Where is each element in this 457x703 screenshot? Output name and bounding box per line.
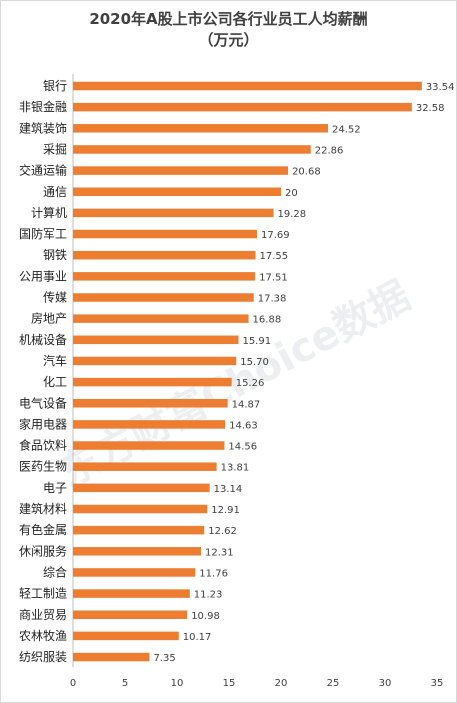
x-tick-label: 0 xyxy=(70,678,76,689)
data-label: 15.26 xyxy=(236,378,265,389)
bar xyxy=(73,145,311,154)
category-label: 非银金融 xyxy=(19,99,67,114)
bar xyxy=(73,335,239,345)
bar xyxy=(73,208,274,218)
category-label: 房地产 xyxy=(31,311,67,326)
data-label: 10.17 xyxy=(183,632,212,643)
category-label: 公用事业 xyxy=(19,269,67,283)
category-label: 计算机 xyxy=(31,205,67,220)
data-label: 22.86 xyxy=(315,145,344,156)
category-label: 食品饮料 xyxy=(19,438,67,453)
data-label: 10.98 xyxy=(191,611,220,622)
x-tick-label: 35 xyxy=(431,678,444,689)
data-label: 14.87 xyxy=(232,399,261,410)
bar xyxy=(73,652,150,662)
category-label: 国防军工 xyxy=(19,226,67,241)
category-label: 钢铁 xyxy=(43,248,67,262)
x-tick-label: 30 xyxy=(379,678,392,689)
data-label: 17.38 xyxy=(258,294,287,305)
chart-title-line: 2020年A股上市公司各行业员工人均薪酬 xyxy=(89,10,368,28)
data-label: 12.31 xyxy=(205,547,234,558)
bar xyxy=(73,420,226,429)
bar xyxy=(73,314,249,323)
category-label: 商业贸易 xyxy=(19,607,67,622)
bar xyxy=(73,293,254,302)
category-label: 电气设备 xyxy=(19,395,67,410)
bar xyxy=(73,250,256,260)
data-label: 33.54 xyxy=(426,82,455,93)
data-label: 15.70 xyxy=(240,357,269,368)
category-label: 综合 xyxy=(43,564,67,579)
bar xyxy=(73,483,210,493)
bar xyxy=(73,81,422,91)
category-label: 传媒 xyxy=(43,290,67,305)
x-tick-label: 20 xyxy=(275,678,288,689)
bar xyxy=(73,166,289,175)
category-label: 交通运输 xyxy=(19,163,67,178)
category-label: 汽车 xyxy=(43,353,67,368)
bar xyxy=(73,102,412,112)
x-tick-label: 5 xyxy=(122,678,128,689)
data-label: 15.91 xyxy=(242,336,271,347)
category-label: 纺织服装 xyxy=(19,650,67,664)
data-label: 7.35 xyxy=(153,653,175,664)
bar xyxy=(73,187,281,196)
category-label: 休闲服务 xyxy=(19,543,67,558)
data-label: 20 xyxy=(285,188,298,199)
category-label: 电子 xyxy=(43,481,67,495)
data-label: 12.91 xyxy=(211,505,240,516)
category-label: 轻工制造 xyxy=(19,587,67,601)
bar xyxy=(73,441,225,450)
data-label: 14.63 xyxy=(229,420,258,431)
data-label: 13.14 xyxy=(214,484,243,495)
category-label: 银行 xyxy=(43,79,67,93)
bar xyxy=(73,525,205,535)
bar xyxy=(73,356,237,366)
bar xyxy=(73,504,208,514)
category-label: 医药生物 xyxy=(19,460,67,474)
x-tick-label: 25 xyxy=(327,678,340,689)
bar xyxy=(73,547,202,556)
data-label: 17.51 xyxy=(259,272,288,283)
data-label: 11.76 xyxy=(199,568,228,579)
bar xyxy=(73,568,196,577)
data-label: 24.52 xyxy=(332,124,361,135)
chart-subtitle: （万元） xyxy=(198,31,259,49)
x-tick-label: 15 xyxy=(223,678,236,689)
x-tick-label: 10 xyxy=(171,678,184,689)
category-label: 采掘 xyxy=(43,141,67,156)
data-label: 14.56 xyxy=(228,442,257,453)
data-label: 13.81 xyxy=(221,463,250,474)
bar xyxy=(73,589,190,598)
data-label: 12.62 xyxy=(208,526,237,537)
data-label: 19.28 xyxy=(278,209,307,220)
bar xyxy=(73,229,257,239)
data-label: 17.69 xyxy=(261,230,290,241)
category-label: 通信 xyxy=(43,185,67,199)
category-label: 机械设备 xyxy=(19,332,67,347)
category-label: 建筑材料 xyxy=(19,501,67,516)
bar xyxy=(73,610,188,619)
chart-title: 2020年A股上市公司各行业员工人均薪酬 （万元） xyxy=(1,9,456,51)
bar xyxy=(73,462,217,471)
data-label: 20.68 xyxy=(292,167,321,178)
category-label: 化工 xyxy=(43,375,67,389)
bar xyxy=(73,272,256,281)
bar xyxy=(73,377,232,387)
data-label: 16.88 xyxy=(253,315,282,326)
bar xyxy=(73,631,179,641)
bar xyxy=(73,399,228,408)
data-label: 11.23 xyxy=(194,590,223,601)
data-label: 17.55 xyxy=(260,251,289,262)
bar xyxy=(73,124,329,133)
category-label: 有色金属 xyxy=(19,522,67,537)
category-label: 建筑装饰 xyxy=(19,120,67,135)
category-label: 农林牧渔 xyxy=(19,629,67,643)
data-label: 32.58 xyxy=(416,103,445,114)
category-label: 家用电器 xyxy=(19,416,67,431)
